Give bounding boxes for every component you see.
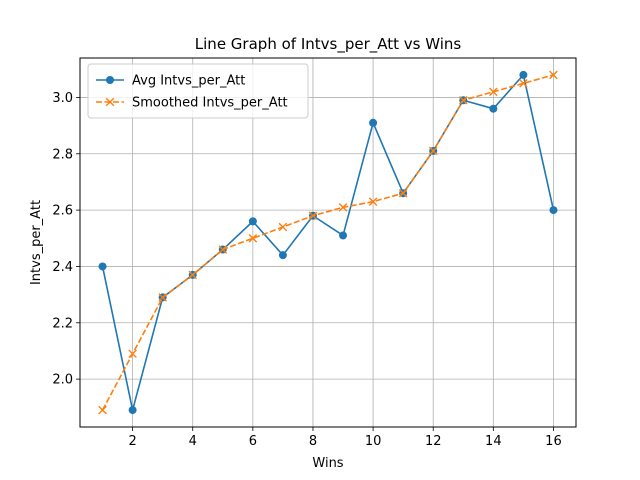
smoothed-data-point <box>428 146 438 156</box>
smoothed-data-point <box>218 245 228 254</box>
x-marker-stroke <box>338 202 348 212</box>
x-axis-label: Wins <box>312 456 343 471</box>
x-marker-stroke <box>368 197 378 206</box>
avg-data-point <box>248 217 257 226</box>
x-marker-stroke <box>308 211 318 221</box>
x-marker-stroke <box>428 146 438 156</box>
avg-data-point <box>519 70 528 79</box>
avg-data-point <box>339 231 348 240</box>
y-tick-label: 3.0 <box>52 91 73 106</box>
legend-marker-smoothed <box>105 97 115 107</box>
x-tick-label: 12 <box>425 434 442 449</box>
smoothed-data-point <box>158 293 167 302</box>
legend-marker-avg <box>106 76 114 84</box>
x-tick-label: 6 <box>249 434 257 449</box>
smoothed-data-point <box>458 95 468 105</box>
x-tick-label: 14 <box>485 434 502 449</box>
y-tick-label: 2.8 <box>52 147 73 162</box>
smoothed-series-line <box>101 74 554 411</box>
smoothed-data-point <box>248 233 258 243</box>
legend-box <box>87 63 309 119</box>
smoothed-data-point <box>98 405 107 415</box>
avg-data-point <box>369 118 378 127</box>
x-tick-label: 10 <box>365 434 382 449</box>
legend-label-smoothed: Smoothed Intvs_per_Att <box>132 96 288 111</box>
y-tick-label: 2.0 <box>52 373 73 388</box>
y-tick-label: 2.6 <box>52 204 73 219</box>
legend-label-avg: Avg Intvs_per_Att <box>132 74 245 89</box>
smoothed-data-point <box>278 222 288 232</box>
x-marker-stroke <box>188 270 198 280</box>
x-tick-label: 4 <box>189 434 197 449</box>
avg-data-point <box>549 206 558 215</box>
grid <box>80 58 576 427</box>
y-axis-label: Intvs_per_Att <box>29 200 44 285</box>
y-tick-label: 2.2 <box>52 316 73 331</box>
x-tick-label: 8 <box>309 434 317 449</box>
x-tick-label: 16 <box>545 434 562 449</box>
avg-data-point <box>489 104 498 113</box>
legend: Avg Intvs_per_Att Smoothed Intvs_per_Att <box>87 63 309 119</box>
smoothed-data-point <box>368 197 378 206</box>
x-marker-stroke <box>218 245 228 254</box>
smoothed-data-point <box>308 211 318 221</box>
x-marker-stroke <box>128 349 137 359</box>
smoothed-data-point <box>128 349 137 359</box>
x-marker-stroke <box>489 87 498 97</box>
x-marker-stroke <box>398 188 408 198</box>
y-tick-label: 2.4 <box>52 260 73 275</box>
x-marker-stroke <box>248 233 258 243</box>
x-marker-stroke <box>105 97 115 107</box>
smoothed-data-point <box>398 188 408 198</box>
plot-frame <box>79 57 577 428</box>
smoothed-data-point <box>338 202 348 212</box>
x-marker-stroke <box>158 293 167 302</box>
avg-data-point <box>98 262 107 271</box>
legend-items <box>96 76 124 107</box>
x-marker-stroke <box>549 70 558 80</box>
smoothed-data-point <box>489 87 498 97</box>
x-marker-stroke <box>458 95 468 105</box>
smoothed-data-point <box>549 70 558 80</box>
smoothed-data-point <box>519 79 528 88</box>
avg-data-point <box>128 406 137 415</box>
x-marker-stroke <box>278 222 288 232</box>
smoothed-data-point <box>188 270 198 280</box>
chart-title: Line Graph of Intvs_per_Att vs Wins <box>195 35 462 54</box>
ticks: 2 4 6 8 10 12 14 16 2.0 2.2 2.4 2.6 2.8 3.0 <box>52 91 561 449</box>
series-layer <box>98 70 558 415</box>
x-marker-stroke <box>519 79 528 88</box>
x-marker-stroke <box>98 405 107 415</box>
avg-data-point <box>278 251 287 260</box>
x-tick-label: 2 <box>128 434 136 449</box>
